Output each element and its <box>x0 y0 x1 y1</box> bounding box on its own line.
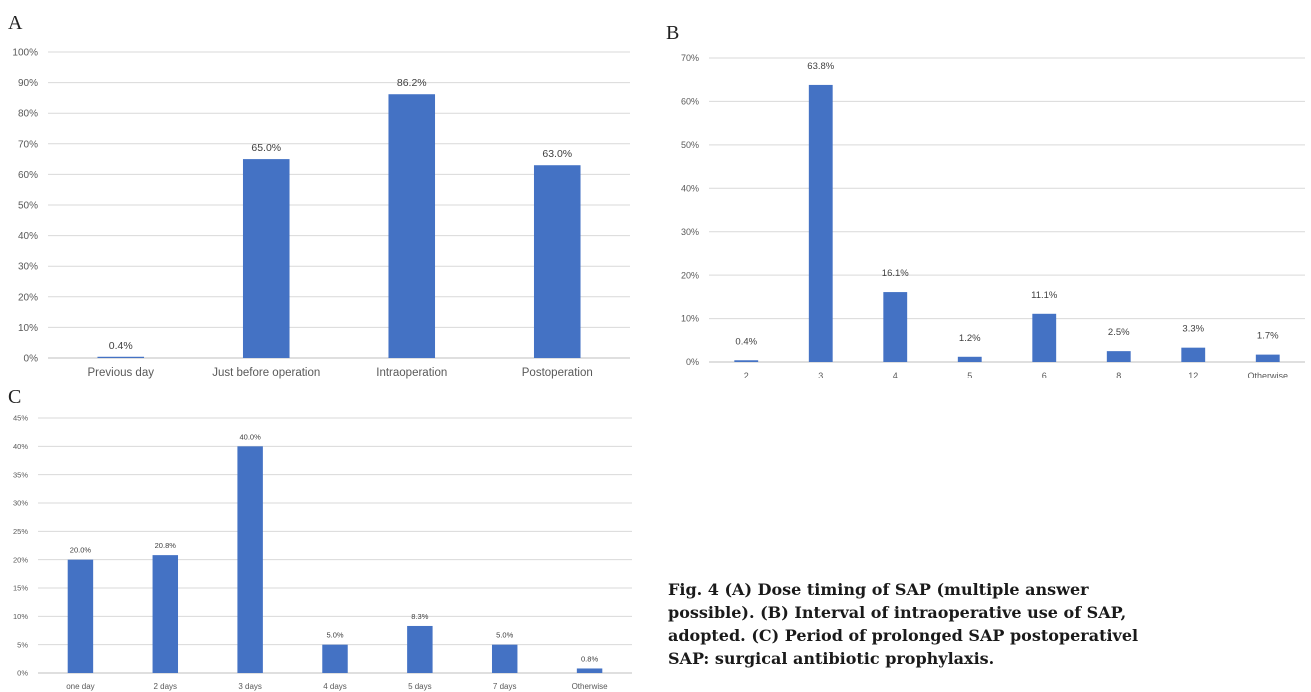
data-label: 1.2% <box>959 333 981 344</box>
bar-4-days <box>322 644 348 673</box>
caption-line: Fig. 4 (A) Dose timing of SAP (multiple … <box>668 580 1089 599</box>
y-tick-label: 80% <box>18 109 38 120</box>
category-label: Otherwise <box>572 682 609 691</box>
category-label: Previous day <box>88 367 155 379</box>
data-label: 86.2% <box>397 77 427 89</box>
y-tick-label: 60% <box>681 97 699 107</box>
bar-8 <box>1106 351 1131 362</box>
category-label: 2 <box>744 371 749 378</box>
category-label: 2 days <box>153 682 177 691</box>
category-label: Intraoperation <box>376 367 447 379</box>
y-tick-label: 40% <box>681 183 699 193</box>
data-label: 65.0% <box>251 142 281 154</box>
y-tick-label: 20% <box>18 292 38 303</box>
data-label: 3.3% <box>1182 324 1204 335</box>
category-label: 3 days <box>238 682 262 691</box>
caption-line: SAP: surgical antibiotic prophylaxis. <box>668 649 995 668</box>
figure-caption: Fig. 4 (A) Dose timing of SAP (multiple … <box>668 578 1308 670</box>
data-label: 5.0% <box>496 631 513 640</box>
bar-6 <box>1032 313 1057 362</box>
data-label: 63.0% <box>542 148 572 160</box>
y-tick-label: 0% <box>24 354 39 365</box>
y-tick-label: 30% <box>18 262 38 273</box>
y-tick-label: 70% <box>18 139 38 150</box>
y-tick-label: 45% <box>13 414 28 423</box>
category-label: Otherwise <box>1247 371 1288 378</box>
category-label: Postoperation <box>522 367 593 379</box>
chart-b-interval: 0% 10% 20% 30% 40% 50% 60% 70% 0.4% 2 63.8% 3 16.1% 4… <box>681 53 1305 378</box>
panel-letter-b: B <box>666 22 680 44</box>
category-label: 8 <box>1116 371 1121 378</box>
data-label: 20.0% <box>70 546 92 555</box>
y-tick-label: 25% <box>13 527 28 536</box>
bar-3-days <box>237 446 263 673</box>
category-label: 3 <box>818 371 823 378</box>
y-tick-label: 5% <box>17 640 28 649</box>
bar-7-days <box>491 644 518 673</box>
y-tick-label: 10% <box>13 612 28 621</box>
category-label: 4 days <box>323 682 347 691</box>
y-tick-label: 0% <box>17 669 28 678</box>
y-tick-label: 60% <box>18 170 38 181</box>
bar-4 <box>883 292 908 362</box>
data-label: 0.4% <box>109 340 133 352</box>
y-tick-label: 20% <box>681 270 699 280</box>
data-label: 0.4% <box>735 336 757 347</box>
bar-5 <box>957 356 982 362</box>
category-label: 4 <box>893 371 898 378</box>
y-tick-label: 100% <box>12 48 38 59</box>
category-label: Just before operation <box>212 367 320 379</box>
caption-line: possible). (B) Interval of intraoperativ… <box>668 603 1127 622</box>
data-label: 16.1% <box>882 268 909 279</box>
data-label: 5.0% <box>326 631 343 640</box>
y-tick-label: 35% <box>13 470 28 479</box>
data-label: 1.7% <box>1257 331 1279 342</box>
y-tick-label: 40% <box>18 231 38 242</box>
bar-5-days <box>407 625 433 673</box>
panel-letter-a: A <box>8 12 23 34</box>
y-tick-label: 70% <box>681 53 699 63</box>
y-tick-label: 30% <box>13 499 28 508</box>
category-label: 5 <box>967 371 972 378</box>
y-tick-label: 10% <box>18 323 38 334</box>
category-label: 7 days <box>493 682 517 691</box>
y-tick-label: 50% <box>681 140 699 150</box>
caption-line: adopted. (C) Period of prolonged SAP pos… <box>668 626 1139 645</box>
bar-otherwise <box>1255 354 1280 362</box>
data-label: 2.5% <box>1108 327 1130 338</box>
data-label: 11.1% <box>1031 290 1058 301</box>
y-tick-label: 10% <box>681 314 699 324</box>
bar-2 <box>734 360 759 362</box>
y-tick-label: 30% <box>681 227 699 237</box>
data-label: 20.8% <box>155 541 177 550</box>
bar-12 <box>1181 347 1206 362</box>
panel-letter-c: C <box>8 386 22 408</box>
bar-intraoperation <box>388 94 436 358</box>
category-label: 12 <box>1188 371 1198 378</box>
bar-previous-day <box>97 356 145 358</box>
chart-a-dose-timing: 0% 10% 20% 30% 40% 50% 60% 70% 80% 90% 100% 0.4% Pre… <box>12 48 630 379</box>
category-label: 5 days <box>408 682 432 691</box>
y-tick-label: 40% <box>13 442 28 451</box>
bar-3 <box>808 84 833 362</box>
y-tick-label: 0% <box>686 357 699 367</box>
bar-postoperation <box>533 165 581 358</box>
data-label: 0.8% <box>581 654 598 663</box>
bar-just-before-operation <box>242 159 290 358</box>
y-tick-label: 20% <box>13 555 28 564</box>
y-tick-label: 50% <box>18 201 38 212</box>
chart-c-prolonged-period: 0% 5% 10% 15% 20% 25% 30% 35% 40% 45% 20.0% one day… <box>13 414 632 691</box>
bar-2-days <box>152 555 179 673</box>
category-label: 6 <box>1042 371 1047 378</box>
data-label: 40.0% <box>240 432 262 441</box>
bar-one-day <box>67 559 94 673</box>
bar-otherwise <box>576 668 603 673</box>
y-tick-label: 90% <box>18 78 38 89</box>
data-label: 8.3% <box>411 612 428 621</box>
y-tick-label: 15% <box>13 584 28 593</box>
category-label: one day <box>66 682 94 691</box>
data-label: 63.8% <box>807 61 834 72</box>
